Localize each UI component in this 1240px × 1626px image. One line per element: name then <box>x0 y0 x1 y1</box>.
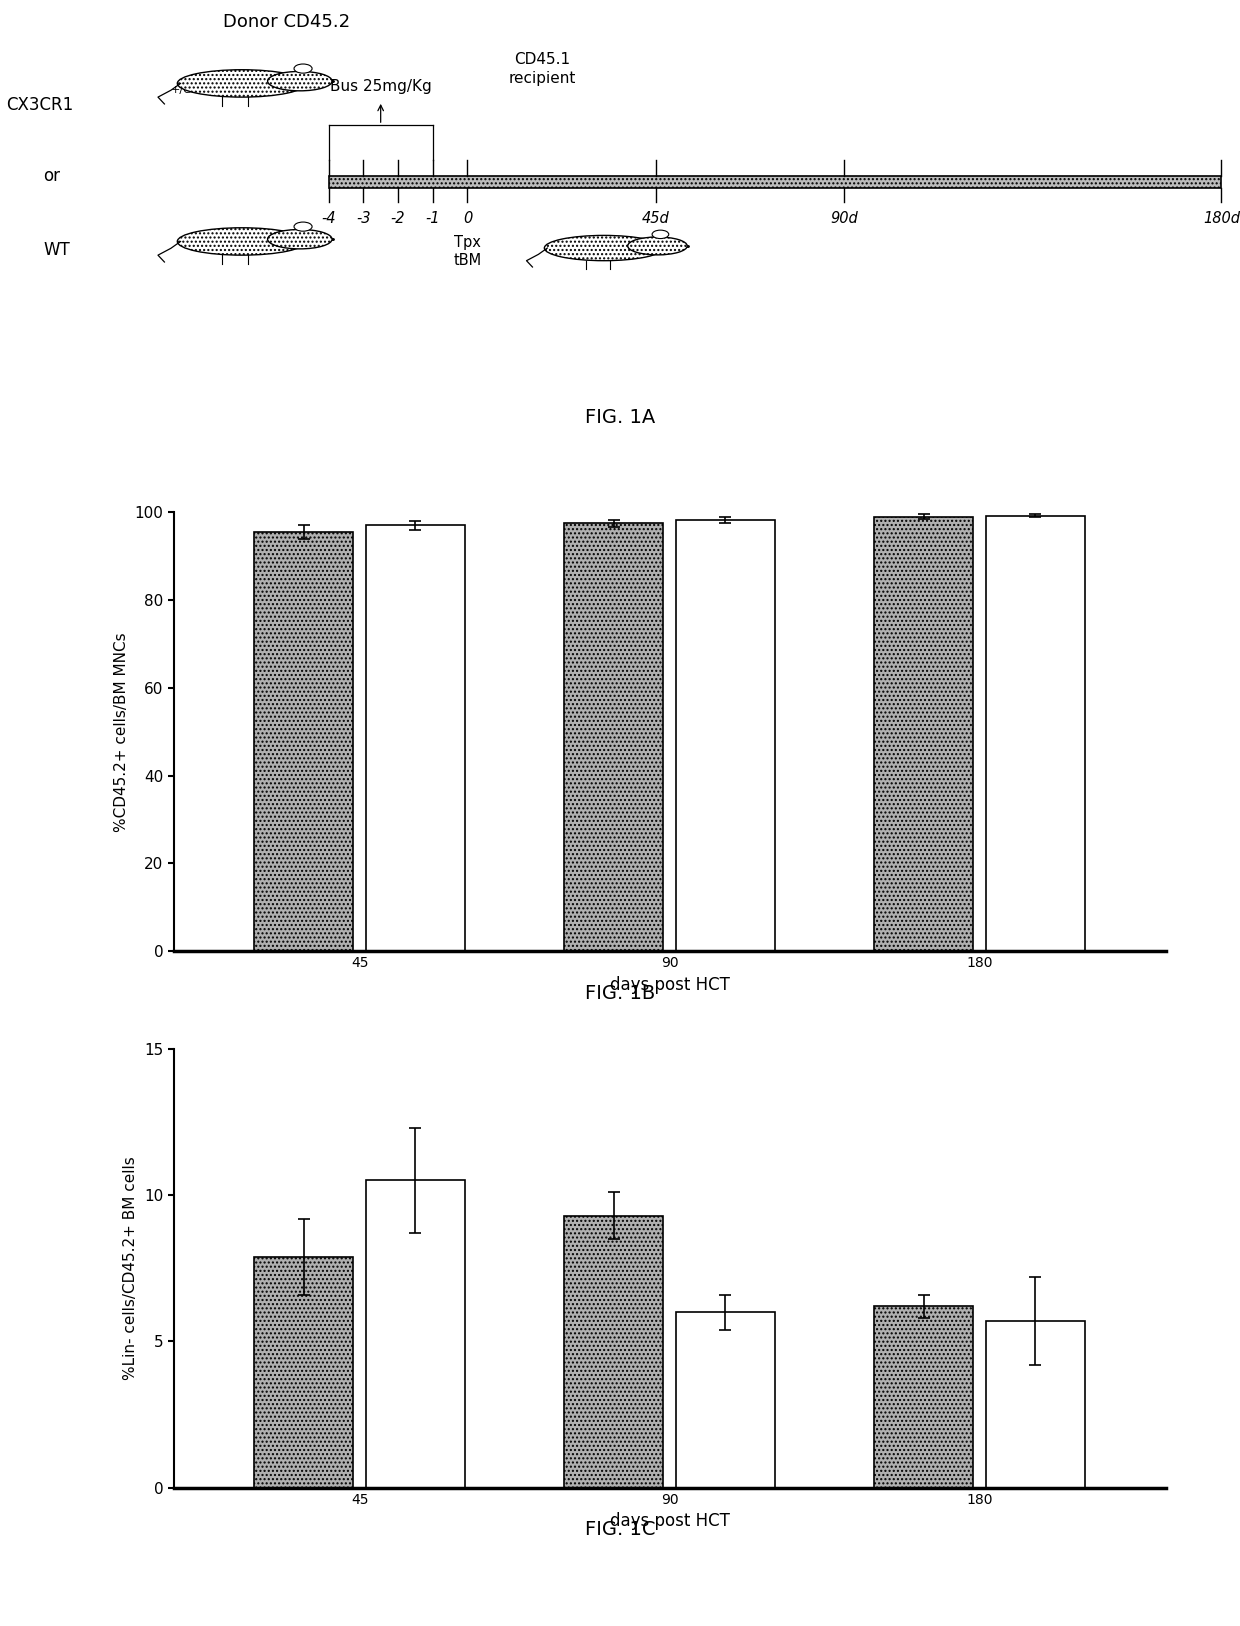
Text: -2: -2 <box>391 211 405 226</box>
Bar <box>874 1306 973 1488</box>
Bar <box>874 517 973 951</box>
Text: +/GFP: +/GFP <box>171 85 206 94</box>
Text: -1: -1 <box>425 211 440 226</box>
Bar <box>564 1216 663 1488</box>
Text: or: or <box>43 166 61 185</box>
Text: -3: -3 <box>356 211 371 226</box>
Ellipse shape <box>177 228 306 255</box>
Text: CD45.1
recipient: CD45.1 recipient <box>508 52 575 86</box>
Text: Tpx
tBM: Tpx tBM <box>454 234 481 268</box>
Text: Bus 25mg/Kg: Bus 25mg/Kg <box>330 80 432 94</box>
Text: FIG. 1B: FIG. 1B <box>585 984 655 1003</box>
Text: WT: WT <box>43 241 71 259</box>
Text: Donor CD45.2: Donor CD45.2 <box>223 13 351 31</box>
Bar <box>986 1320 1085 1488</box>
Ellipse shape <box>652 231 668 239</box>
Bar <box>366 525 465 951</box>
X-axis label: days post HCT: days post HCT <box>610 1512 729 1530</box>
Text: FIG. 1A: FIG. 1A <box>585 408 655 426</box>
Ellipse shape <box>294 63 312 73</box>
Ellipse shape <box>268 229 332 249</box>
Text: 0: 0 <box>463 211 472 226</box>
Ellipse shape <box>294 223 312 231</box>
Bar <box>254 532 353 951</box>
Text: CX3CR1: CX3CR1 <box>6 96 73 114</box>
Bar <box>676 1312 775 1488</box>
Text: 45d: 45d <box>642 211 670 226</box>
Bar <box>254 1257 353 1488</box>
X-axis label: days post HCT: days post HCT <box>610 976 729 993</box>
Y-axis label: %Lin- cells/CD45.2+ BM cells: %Lin- cells/CD45.2+ BM cells <box>123 1156 139 1380</box>
Text: 180d: 180d <box>1203 211 1240 226</box>
Ellipse shape <box>544 236 663 260</box>
Ellipse shape <box>627 237 687 255</box>
Text: FIG. 1C: FIG. 1C <box>585 1520 655 1540</box>
Text: -4: -4 <box>321 211 336 226</box>
Bar <box>329 177 1221 189</box>
Bar <box>986 515 1085 951</box>
Bar <box>366 1180 465 1488</box>
Ellipse shape <box>177 70 306 98</box>
Bar <box>564 524 663 951</box>
Y-axis label: %CD45.2+ cells/BM MNCs: %CD45.2+ cells/BM MNCs <box>114 633 129 831</box>
Bar <box>676 520 775 951</box>
Text: 90d: 90d <box>831 211 858 226</box>
Ellipse shape <box>268 72 332 91</box>
